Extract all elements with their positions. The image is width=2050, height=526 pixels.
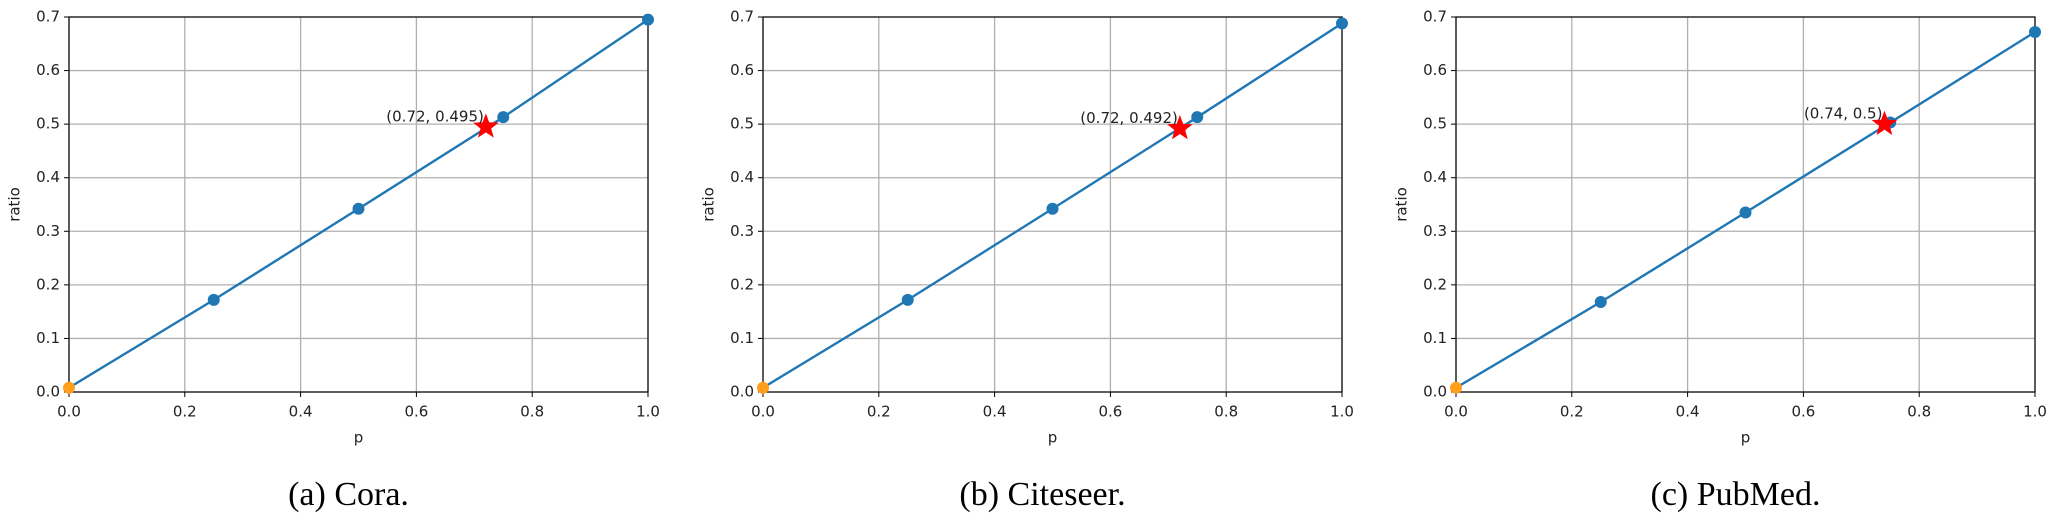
y-axis-label: ratio (1393, 187, 1411, 222)
x-tick-label: 0.2 (1560, 403, 1584, 421)
data-point (1739, 206, 1752, 219)
caption: (b) Citeseer. (959, 476, 1125, 513)
y-tick-label: 0.2 (1423, 275, 1447, 293)
highlight-label: (0.74, 0.5) (1804, 105, 1883, 123)
y-tick-label: 0.1 (730, 329, 754, 347)
y-tick-label: 0.0 (36, 383, 60, 401)
y-tick-label: 0.3 (730, 222, 754, 240)
x-tick-label: 0.2 (867, 403, 891, 421)
y-tick-label: 0.2 (730, 275, 754, 293)
x-axis-label: p (354, 429, 364, 447)
y-tick-label: 0.4 (1423, 168, 1447, 186)
x-tick-label: 0.6 (1098, 403, 1122, 421)
x-tick-label: 0.6 (404, 403, 428, 421)
highlight-star (1871, 110, 1898, 136)
y-tick-label: 0.2 (36, 275, 60, 293)
x-tick-label: 1.0 (636, 403, 660, 421)
y-tick-label: 0.6 (1423, 61, 1447, 79)
y-tick-label: 0.6 (36, 61, 60, 79)
y-tick-label: 0.7 (36, 8, 60, 26)
y-tick-label: 0.3 (1423, 222, 1447, 240)
y-tick-label: 0.1 (1423, 329, 1447, 347)
data-point (1450, 381, 1462, 394)
data-point (63, 381, 75, 394)
x-tick-label: 1.0 (2023, 403, 2047, 421)
x-tick-label: 0.8 (520, 403, 544, 421)
y-tick-label: 0.1 (36, 329, 60, 347)
x-tick-label: 0.0 (751, 403, 775, 421)
y-tick-label: 0.7 (730, 8, 754, 26)
data-point (1046, 202, 1059, 215)
x-axis-label: p (1048, 429, 1058, 447)
y-tick-label: 0.4 (36, 168, 60, 186)
y-tick-label: 0.5 (1423, 115, 1447, 133)
plot-frame (68, 16, 649, 393)
highlight-label: (0.72, 0.492) (1080, 109, 1178, 127)
x-tick-label: 0.8 (1214, 403, 1238, 421)
x-tick-label: 0.0 (1444, 403, 1468, 421)
x-tick-label: 0.2 (173, 403, 197, 421)
data-point (757, 381, 769, 394)
data-point (901, 293, 914, 306)
caption: (c) PubMed. (1651, 476, 1821, 513)
x-tick-label: 0.4 (289, 403, 313, 421)
x-tick-label: 0.8 (1907, 403, 1931, 421)
data-point (1336, 17, 1348, 30)
y-tick-label: 0.7 (1423, 8, 1447, 26)
data-point (497, 111, 510, 124)
y-axis-label: ratio (6, 187, 24, 222)
x-tick-label: 0.4 (1676, 403, 1700, 421)
x-tick-label: 1.0 (1330, 403, 1354, 421)
y-tick-label: 0.4 (730, 168, 754, 186)
highlight-label: (0.72, 0.495) (386, 107, 484, 125)
x-tick-label: 0.6 (1791, 403, 1815, 421)
plot-frame (762, 16, 1343, 393)
y-tick-label: 0.5 (730, 115, 754, 133)
highlight-star (1167, 114, 1193, 140)
highlight-star (473, 113, 499, 138)
y-tick-label: 0.0 (1423, 383, 1447, 401)
data-point (1594, 296, 1607, 308)
x-tick-label: 0.4 (983, 403, 1007, 421)
data-point (207, 293, 220, 306)
data-point (2029, 26, 2041, 38)
caption: (a) Cora. (288, 476, 409, 513)
y-tick-label: 0.0 (730, 383, 754, 401)
x-axis-label: p (1741, 429, 1751, 447)
y-tick-label: 0.3 (36, 222, 60, 240)
data-point (352, 202, 365, 215)
data-point (642, 13, 654, 26)
data-point (1191, 111, 1204, 124)
y-axis-label: ratio (700, 187, 718, 222)
plot-frame (1455, 16, 2036, 393)
y-tick-label: 0.5 (36, 115, 60, 133)
x-tick-label: 0.0 (57, 403, 81, 421)
y-tick-label: 0.6 (730, 61, 754, 79)
